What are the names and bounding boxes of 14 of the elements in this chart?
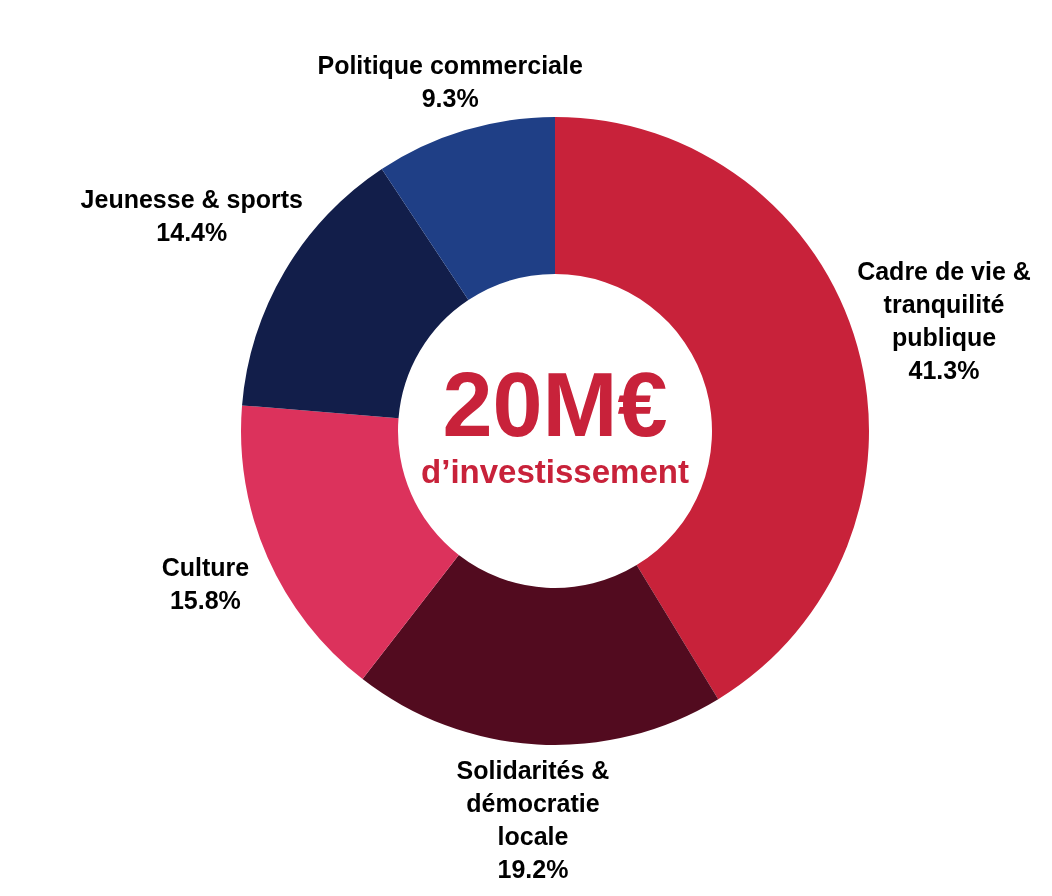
slice-label: Solidarités & démocratie locale xyxy=(456,755,610,850)
data-label: 19.2% xyxy=(497,854,569,883)
data-label: 9.3% xyxy=(421,83,479,112)
slice-label: Culture xyxy=(161,553,250,582)
data-label: 41.3% xyxy=(908,356,980,385)
text: d’investissement xyxy=(421,453,689,490)
slice-label: Jeunesse & sports xyxy=(80,184,303,213)
data-label: 14.4% xyxy=(156,217,228,246)
data-label: 15.8% xyxy=(169,586,241,615)
slice-label: Politique commerciale xyxy=(317,50,583,79)
donut-slice xyxy=(362,555,719,745)
donut-slice xyxy=(381,117,555,301)
text: 20M€ xyxy=(442,355,668,455)
slice-label: Cadre de vie & tranquilité publique xyxy=(857,257,1031,352)
